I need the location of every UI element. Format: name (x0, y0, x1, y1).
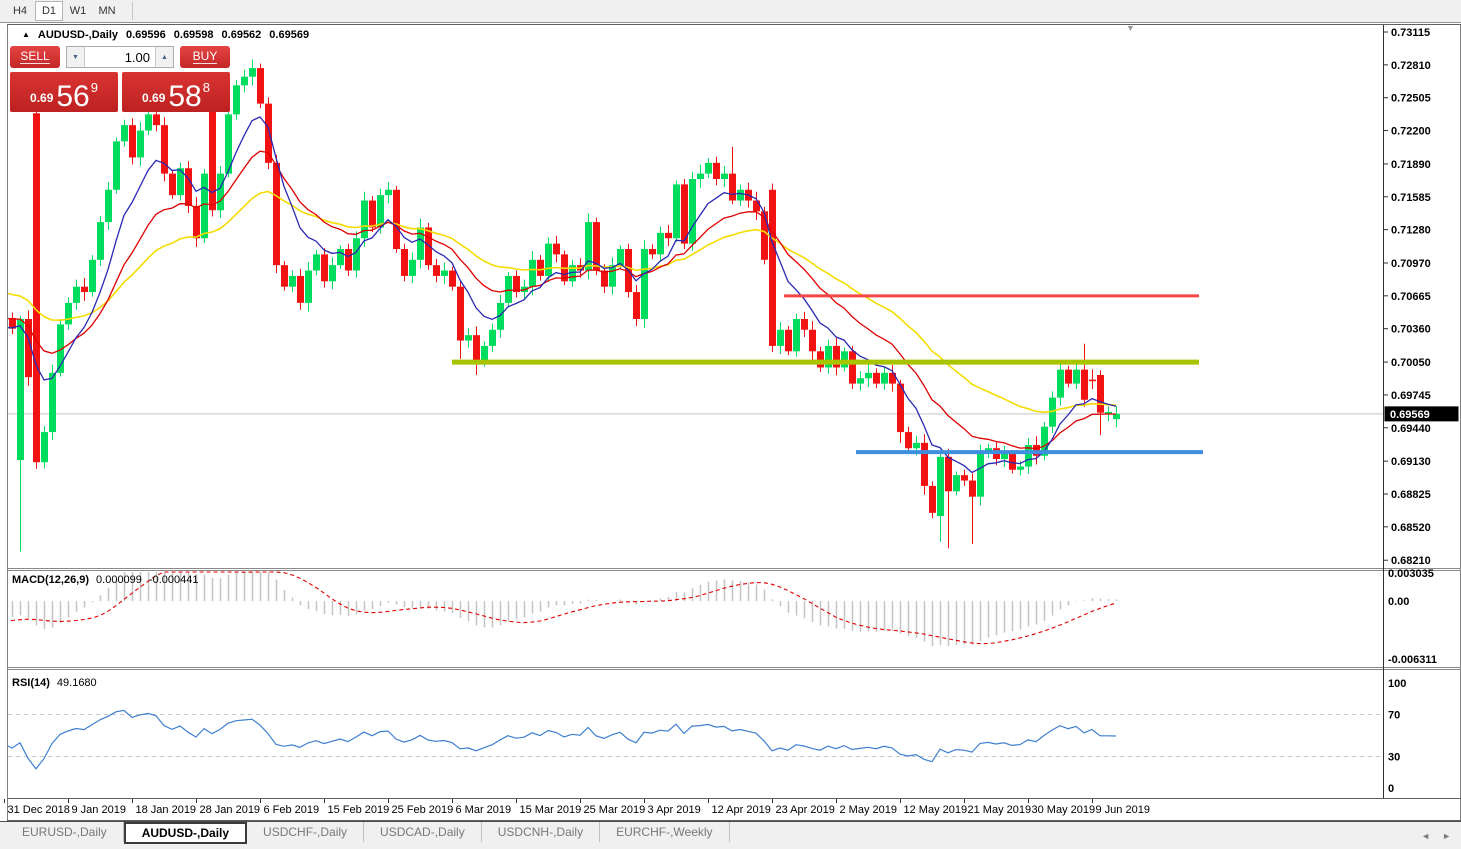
svg-text:-0.006311: -0.006311 (1388, 654, 1437, 666)
svg-text:0.72505: 0.72505 (1391, 93, 1431, 105)
tab-eurusd-daily[interactable]: EURUSD-,Daily (6, 822, 124, 842)
buy-price-box[interactable]: 0.69 58 8 (122, 72, 230, 112)
tab-usdcad-daily[interactable]: USDCAD-,Daily (364, 822, 482, 842)
svg-text:0.73115: 0.73115 (1391, 27, 1430, 39)
svg-text:6 Mar 2019: 6 Mar 2019 (456, 804, 512, 816)
svg-text:15 Mar 2019: 15 Mar 2019 (520, 804, 582, 816)
svg-text:6 Feb 2019: 6 Feb 2019 (264, 804, 320, 816)
svg-text:0.72810: 0.72810 (1391, 60, 1431, 72)
tab-usdcnh-daily[interactable]: USDCNH-,Daily (482, 822, 601, 842)
rsi-indicator-header: RSI(14) 49.1680 (12, 677, 97, 689)
svg-text:0.003035: 0.003035 (1388, 568, 1434, 580)
svg-text:12 May 2019: 12 May 2019 (904, 804, 968, 816)
timeframe-buttons: H4 D1 W1 MN (6, 1, 122, 21)
svg-text:0.72200: 0.72200 (1391, 126, 1431, 138)
candles-layer (9, 59, 1120, 552)
svg-text:0.68520: 0.68520 (1391, 522, 1431, 534)
symbol-marker-icon: ▲ (22, 30, 30, 39)
volume-decrease-icon[interactable]: ▼ (67, 47, 85, 67)
svg-text:100: 100 (1388, 678, 1406, 690)
chart-title-line: ▲ AUDUSD-,Daily 0.69596 0.69598 0.69562 … (22, 29, 309, 41)
chart-symbol-label: AUDUSD-,Daily (37, 29, 118, 41)
svg-text:0.71280: 0.71280 (1391, 225, 1431, 237)
timeframe-button-w1[interactable]: W1 (69, 5, 87, 17)
buy-price-figure: 0.69 (142, 91, 166, 105)
svg-text:0.71890: 0.71890 (1391, 159, 1431, 171)
macd-main-value: 0.000099 (96, 574, 142, 586)
ohlc-high: 0.69598 (173, 29, 214, 41)
svg-text:9 Jun 2019: 9 Jun 2019 (1096, 804, 1150, 816)
svg-text:2 May 2019: 2 May 2019 (840, 804, 897, 816)
svg-text:25 Mar 2019: 25 Mar 2019 (584, 804, 646, 816)
macd-signal-value: -0.000441 (148, 574, 199, 586)
chart-tabs: EURUSD-,Daily AUDUSD-,Daily USDCHF-,Daily U… (6, 822, 730, 844)
timeframe-button-mn[interactable]: MN (98, 5, 116, 17)
svg-text:12 Apr 2019: 12 Apr 2019 (712, 804, 771, 816)
svg-text:0.00: 0.00 (1388, 596, 1409, 608)
svg-text:0: 0 (1388, 783, 1394, 795)
chart-tab-bar: EURUSD-,Daily AUDUSD-,Daily USDCHF-,Daily U… (0, 821, 1461, 849)
tab-eurchf-weekly[interactable]: EURCHF-,Weekly (600, 822, 730, 842)
rsi-title: RSI(14) (12, 677, 50, 689)
rsi-panel (8, 709, 1383, 770)
macd-title: MACD(12,26,9) (12, 574, 90, 586)
svg-text:9 Jan 2019: 9 Jan 2019 (72, 804, 126, 816)
svg-text:0.70050: 0.70050 (1391, 357, 1431, 369)
svg-text:28 Jan 2019: 28 Jan 2019 (200, 804, 261, 816)
tab-audusd-daily[interactable]: AUDUSD-,Daily (123, 822, 248, 844)
tab-scroll-right-icon[interactable]: ► (1442, 831, 1451, 841)
ohlc-open: 0.69596 (126, 29, 166, 41)
tab-usdchf-daily[interactable]: USDCHF-,Daily (247, 822, 365, 842)
toolbar-separator (132, 2, 133, 20)
svg-text:18 Jan 2019: 18 Jan 2019 (136, 804, 197, 816)
svg-text:23 Apr 2019: 23 Apr 2019 (776, 804, 835, 816)
svg-text:15 Feb 2019: 15 Feb 2019 (328, 804, 390, 816)
timeframe-toolbar: H4 D1 W1 MN (0, 0, 1461, 23)
svg-text:3 Apr 2019: 3 Apr 2019 (648, 804, 701, 816)
svg-text:0.68825: 0.68825 (1391, 489, 1431, 501)
timeframe-button-d1[interactable]: D1 (35, 1, 63, 21)
one-click-trading-panel: SELL ▼ ▲ BUY 0.69 56 9 0.69 58 8 (10, 46, 230, 112)
buy-button[interactable]: BUY (180, 46, 230, 68)
volume-input[interactable] (85, 47, 155, 67)
svg-text:31 Dec 2018: 31 Dec 2018 (8, 804, 70, 816)
macd-panel (8, 571, 1118, 647)
buy-price-point: 8 (202, 80, 210, 95)
chevron-down-icon[interactable]: ▼ (1126, 23, 1135, 33)
volume-increase-icon[interactable]: ▲ (155, 47, 173, 67)
sell-price-box[interactable]: 0.69 56 9 (10, 72, 118, 112)
svg-text:0.70970: 0.70970 (1391, 258, 1431, 270)
tab-scroll-left-icon[interactable]: ◄ (1421, 831, 1431, 841)
main-price-panel (8, 59, 1383, 552)
sell-price-pips: 56 (56, 80, 90, 113)
svg-text:0.68210: 0.68210 (1391, 555, 1431, 567)
svg-text:0.69440: 0.69440 (1391, 423, 1431, 435)
ohlc-low: 0.69562 (221, 29, 262, 41)
svg-text:0.71585: 0.71585 (1391, 192, 1431, 204)
svg-text:0.69569: 0.69569 (1390, 409, 1430, 421)
buy-price-pips: 58 (168, 80, 202, 113)
sell-price-figure: 0.69 (30, 91, 54, 105)
svg-text:0.69745: 0.69745 (1391, 390, 1431, 402)
ohlc-close: 0.69569 (269, 29, 310, 41)
sell-button[interactable]: SELL (10, 46, 60, 68)
svg-text:25 Feb 2019: 25 Feb 2019 (392, 804, 454, 816)
svg-text:30: 30 (1388, 752, 1400, 764)
svg-text:70: 70 (1388, 710, 1400, 722)
svg-text:0.69130: 0.69130 (1391, 456, 1431, 468)
sell-price-point: 9 (90, 80, 98, 95)
macd-indicator-header: MACD(12,26,9) 0.000099 -0.000441 (12, 574, 198, 586)
volume-stepper: ▼ ▲ (66, 46, 174, 68)
svg-text:21 May 2019: 21 May 2019 (968, 804, 1032, 816)
rsi-value: 49.1680 (56, 677, 97, 689)
svg-text:30 May 2019: 30 May 2019 (1032, 804, 1096, 816)
timeframe-button-h4[interactable]: H4 (12, 5, 28, 17)
svg-text:0.70360: 0.70360 (1391, 324, 1431, 336)
svg-text:0.70665: 0.70665 (1391, 291, 1431, 303)
